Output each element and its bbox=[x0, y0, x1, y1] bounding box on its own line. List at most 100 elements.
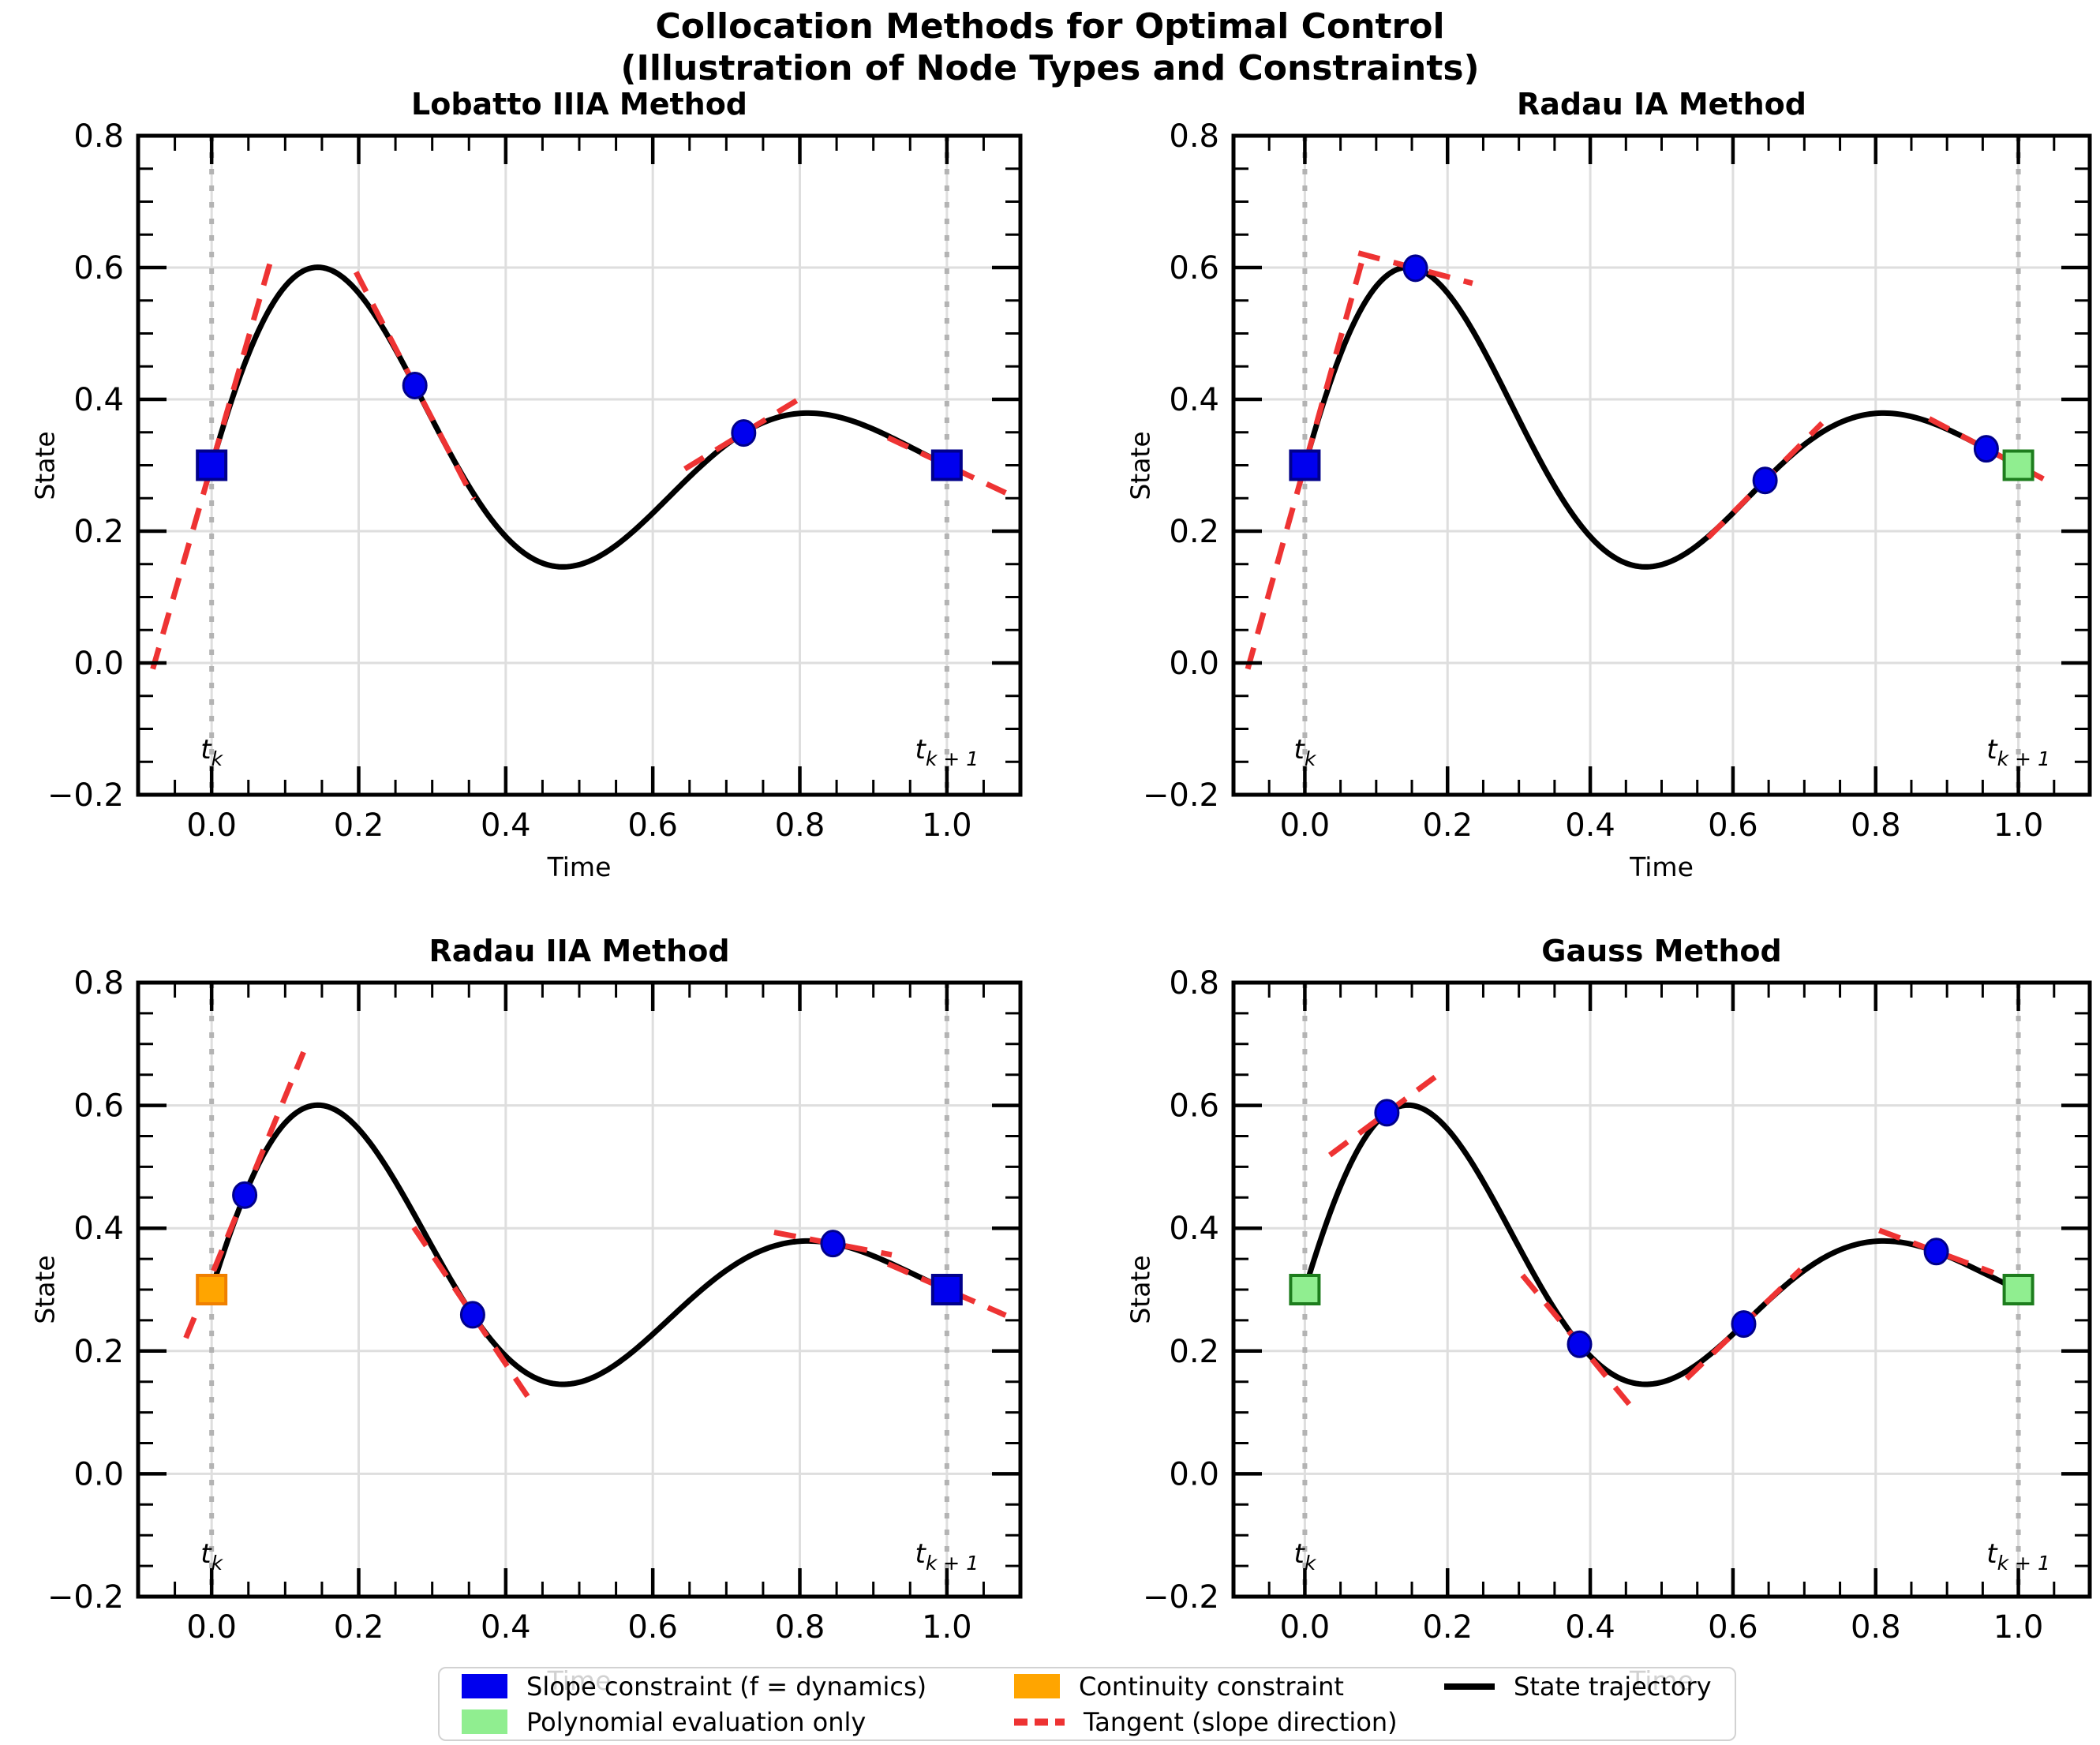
x-tick-label: 0.2 bbox=[1422, 807, 1473, 844]
legend-item-slope-constraint: Slope constraint (f = dynamics) bbox=[462, 1671, 1014, 1702]
subplot-radau-iia: 0.0 0.2 0.4 0.6 0.8 1.0 0.8 0.6 0.4 0.2 0.0 −0.2 tk t… bbox=[0, 919, 1050, 1745]
y-tick-label: 0.0 bbox=[1169, 1456, 1219, 1492]
y-tick-label: 0.2 bbox=[73, 1334, 124, 1370]
y-tick-label: 0.2 bbox=[73, 514, 124, 550]
legend-item-tangent: Tangent (slope direction) bbox=[1014, 1706, 1444, 1737]
node-marker-square-slope bbox=[196, 449, 228, 481]
x-tick-label: 0.2 bbox=[334, 1609, 384, 1646]
y-tick-label: 0.8 bbox=[1169, 118, 1219, 155]
legend-column-3: State trajectory bbox=[1444, 1672, 1735, 1736]
node-marker-circle-slope bbox=[820, 1230, 846, 1258]
axes-spines bbox=[136, 133, 1023, 797]
node-marker-circle-slope bbox=[1731, 1310, 1757, 1339]
legend-item-state-trajectory: State trajectory bbox=[1444, 1671, 1735, 1702]
x-tick-label: 1.0 bbox=[922, 1609, 972, 1646]
legend-label: Tangent (slope direction) bbox=[1084, 1706, 1398, 1737]
tangent-segment bbox=[1878, 1227, 1995, 1275]
node-marker-square-poly bbox=[2002, 1274, 2034, 1305]
x-tick-label: 0.6 bbox=[627, 1609, 678, 1646]
node-marker-square-poly bbox=[1289, 1274, 1321, 1305]
node-marker-circle-slope bbox=[1402, 254, 1428, 283]
y-tick-label: 0.8 bbox=[1169, 965, 1219, 1002]
x-tick-label: 0.6 bbox=[1708, 807, 1758, 844]
state-trajectory-curve bbox=[1301, 264, 2022, 570]
tangent-segment bbox=[1927, 416, 2045, 481]
legend-label: Polynomial evaluation only bbox=[526, 1706, 867, 1737]
tangent-segment bbox=[886, 435, 1007, 496]
y-tick-label: −0.2 bbox=[1143, 777, 1219, 814]
axes-spines bbox=[136, 980, 1023, 1599]
subplot-title-radau-iia: Radau IIA Method bbox=[429, 934, 730, 968]
node-marker-circle-slope bbox=[1374, 1099, 1400, 1127]
node-marker-square-slope bbox=[930, 1274, 963, 1305]
node-marker-circle-slope bbox=[1567, 1330, 1593, 1358]
y-tick-label: 0.2 bbox=[1169, 1334, 1219, 1370]
legend: Slope constraint (f = dynamics) Polynomi… bbox=[438, 1667, 1736, 1741]
node-marker-square-continuity bbox=[196, 1274, 228, 1305]
state-trajectory-curve bbox=[208, 264, 950, 570]
legend-column-2: Continuity constraint Tangent (slope dir… bbox=[1014, 1671, 1444, 1737]
axes-spines bbox=[1231, 980, 2092, 1599]
tangent-segment bbox=[1357, 250, 1473, 286]
node-marker-circle-slope bbox=[731, 419, 757, 447]
node-marker-circle-slope bbox=[459, 1301, 485, 1329]
x-tick-label: 0.4 bbox=[481, 1609, 531, 1646]
node-marker-circle-slope bbox=[402, 371, 428, 399]
y-axis-label-state: State bbox=[1125, 430, 1156, 500]
subplot-title-lobatto-iiia: Lobatto IIIA Method bbox=[411, 87, 747, 122]
x-axis-label-time: Time bbox=[547, 852, 612, 882]
axes-spines bbox=[1231, 133, 2092, 797]
y-tick-label: 0.0 bbox=[73, 646, 124, 682]
subplot-gauss: 0.0 0.2 0.4 0.6 0.8 1.0 0.8 0.6 0.4 0.2 0.0 −0.2 tk t… bbox=[1050, 919, 2100, 1745]
x-tick-label: 0.6 bbox=[1708, 1609, 1758, 1646]
tangent-segment bbox=[886, 1261, 1007, 1318]
x-tick-label: 1.0 bbox=[922, 807, 972, 844]
subplot-radau-ia: 0.0 0.2 0.4 0.6 0.8 1.0 0.8 0.6 0.4 0.2 0.0 −0.2 tk t… bbox=[1050, 79, 2100, 919]
tangent-segment bbox=[1327, 1068, 1446, 1158]
tk-annotation: tk bbox=[1294, 734, 1317, 770]
node-marker-circle-slope bbox=[1752, 466, 1778, 495]
node-marker-square-slope bbox=[1289, 449, 1321, 481]
tk-annotation: tk bbox=[1294, 1538, 1317, 1575]
tangent-segment bbox=[773, 1229, 893, 1258]
x-tick-label: 0.8 bbox=[1851, 1609, 1901, 1646]
tk1-annotation: tk + 1 bbox=[915, 734, 979, 770]
x-tick-label: 1.0 bbox=[1993, 807, 2044, 844]
legend-label: Continuity constraint bbox=[1079, 1671, 1344, 1702]
y-tick-label: 0.6 bbox=[1169, 1088, 1219, 1125]
y-tick-label: −0.2 bbox=[47, 1579, 124, 1616]
node-marker-circle-slope bbox=[1923, 1238, 1949, 1266]
polynomial-evaluation-swatch-icon bbox=[462, 1709, 507, 1734]
x-tick-label: 0.4 bbox=[1565, 1609, 1615, 1646]
state-trajectory-line-icon bbox=[1444, 1683, 1495, 1690]
y-tick-label: 0.4 bbox=[1169, 382, 1219, 418]
y-tick-label: 0.6 bbox=[1169, 250, 1219, 286]
tk-annotation: tk bbox=[200, 734, 223, 770]
y-tick-label: 0.6 bbox=[73, 250, 124, 286]
y-tick-label: 0.4 bbox=[73, 1211, 124, 1247]
y-tick-label: 0.8 bbox=[73, 965, 124, 1002]
slope-constraint-swatch-icon bbox=[462, 1674, 507, 1698]
suptitle-line-1: Collocation Methods for Optimal Control bbox=[655, 6, 1445, 47]
legend-label: Slope constraint (f = dynamics) bbox=[526, 1671, 927, 1702]
y-tick-label: 0.2 bbox=[1169, 514, 1219, 550]
subplot-title-gauss: Gauss Method bbox=[1541, 934, 1782, 968]
y-axis-label-state: State bbox=[29, 430, 61, 500]
node-marker-circle-slope bbox=[232, 1181, 258, 1209]
subplot-title-radau-ia: Radau IA Method bbox=[1517, 87, 1806, 122]
suptitle-line-2: (Illustration of Node Types and Constrai… bbox=[620, 47, 1480, 88]
tangent-segment bbox=[683, 395, 804, 472]
x-tick-label: 0.0 bbox=[1280, 1609, 1331, 1646]
legend-label: State trajectory bbox=[1514, 1671, 1712, 1702]
x-tick-label: 0.0 bbox=[1280, 807, 1331, 844]
tk-annotation: tk bbox=[200, 1538, 223, 1575]
state-trajectory-curve bbox=[1301, 1102, 2022, 1387]
x-tick-label: 0.8 bbox=[1851, 807, 1901, 844]
legend-column-1: Slope constraint (f = dynamics) Polynomi… bbox=[462, 1671, 1014, 1737]
y-tick-label: 0.0 bbox=[1169, 646, 1219, 682]
radau-iia-plot-canvas: 0.0 0.2 0.4 0.6 0.8 1.0 0.8 0.6 0.4 0.2 0.0 −0.2 tk t… bbox=[47, 965, 1023, 1646]
figure-suptitle: Collocation Methods for Optimal Control … bbox=[0, 6, 2100, 90]
y-axis-label-state: State bbox=[1125, 1255, 1156, 1324]
tk1-annotation: tk + 1 bbox=[915, 1538, 979, 1575]
